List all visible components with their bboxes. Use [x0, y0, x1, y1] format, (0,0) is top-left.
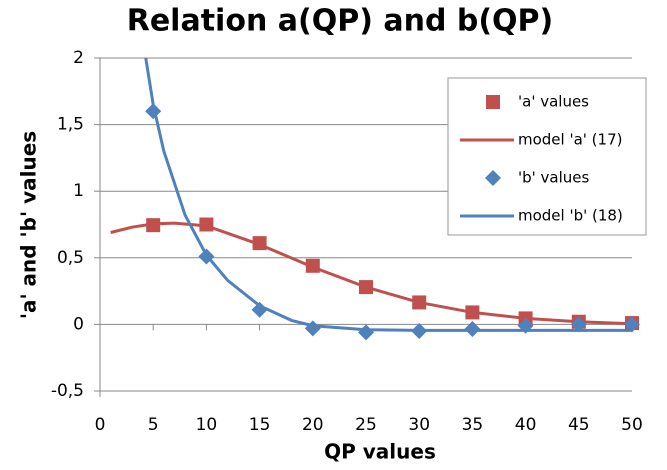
x-axis-label: QP values: [324, 440, 436, 464]
point: [304, 320, 321, 337]
point: [252, 236, 267, 251]
point: [358, 324, 374, 341]
legend-swatch: [486, 95, 500, 109]
y-tick-label: -0,5: [51, 381, 84, 401]
point: [198, 248, 215, 265]
y-tick-label: 1: [73, 181, 84, 201]
y-tick-label: 0: [73, 314, 84, 334]
point: [412, 295, 427, 310]
legend-box: [447, 77, 647, 236]
x-tick-label: 0: [95, 415, 106, 435]
legend-label: 'b' values: [518, 169, 590, 187]
point: [305, 258, 320, 273]
chart-title: Relation a(QP) and b(QP): [127, 4, 554, 39]
point: [465, 305, 480, 320]
y-tick-label: 1,5: [57, 115, 84, 135]
x-tick-label: 30: [408, 415, 430, 435]
point: [570, 316, 587, 333]
point: [464, 321, 481, 338]
point: [199, 217, 214, 232]
x-tick-label: 5: [148, 415, 159, 435]
legend-label: model 'a' (17): [518, 131, 622, 149]
x-tick-label: 10: [196, 415, 218, 435]
legend-swatch: [485, 170, 501, 186]
point: [359, 280, 373, 295]
point: [517, 317, 534, 334]
x-tick-label: 50: [621, 415, 643, 435]
x-tick-label: 15: [249, 415, 271, 435]
y-tick-label: 0,5: [57, 248, 84, 268]
point: [251, 301, 268, 318]
point: [624, 316, 640, 333]
x-tick-label: 45: [568, 415, 590, 435]
legend-label: model 'b' (18): [518, 207, 623, 225]
x-tick-label: 20: [302, 415, 324, 435]
legend-label: 'a' values: [518, 93, 589, 111]
y-tick-label: 2: [73, 48, 84, 68]
x-tick-label: 35: [462, 415, 484, 435]
point: [411, 323, 428, 340]
x-tick-label: 40: [515, 415, 537, 435]
point: [146, 218, 161, 233]
point: [145, 103, 162, 120]
model-line: [110, 221, 632, 326]
y-axis-label: 'a' and 'b' values: [17, 131, 41, 319]
x-tick-label: 25: [355, 415, 377, 435]
